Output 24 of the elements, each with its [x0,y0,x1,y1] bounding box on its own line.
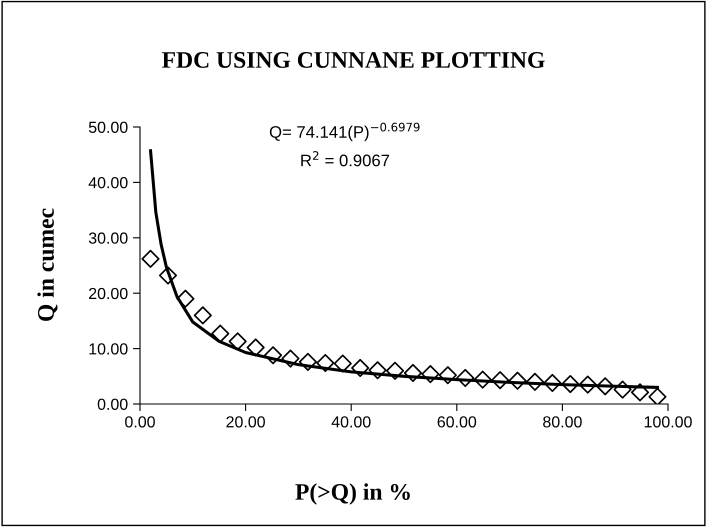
x-axis-title: P(>Q) in % [295,483,410,505]
point [246,338,265,357]
annotation: Q= 74.141(P)$^{−0.6979}$ [270,122,420,142]
y-tick-label: 40.00 [88,177,128,188]
point [211,324,230,343]
x-tick-label: 40.00 [332,416,371,428]
point [228,332,247,350]
y-tick-label: 10.00 [89,343,128,355]
annotation: R$^{2}$ = 0.9067 [301,151,390,166]
y-tick-label: 30.00 [88,232,128,244]
point [648,388,666,404]
y-tick-label: 20.00 [89,288,128,300]
chart-title: FDC USING CUNNANE PLOTTING [162,52,545,68]
y-tick-label: 50.00 [88,122,128,133]
point [141,250,160,268]
x-tick-label: 60.00 [438,416,476,428]
point [194,306,212,324]
x-tick-label: 0.00 [125,416,155,428]
x-tick-label: 100.00 [644,416,692,428]
point [334,354,352,373]
x-tick-label: 80.00 [543,416,582,428]
y-axis-title: Q in cumec [37,208,58,321]
x-tick-label: 20.00 [226,416,265,428]
y-tick-label: 0.00 [98,398,128,410]
